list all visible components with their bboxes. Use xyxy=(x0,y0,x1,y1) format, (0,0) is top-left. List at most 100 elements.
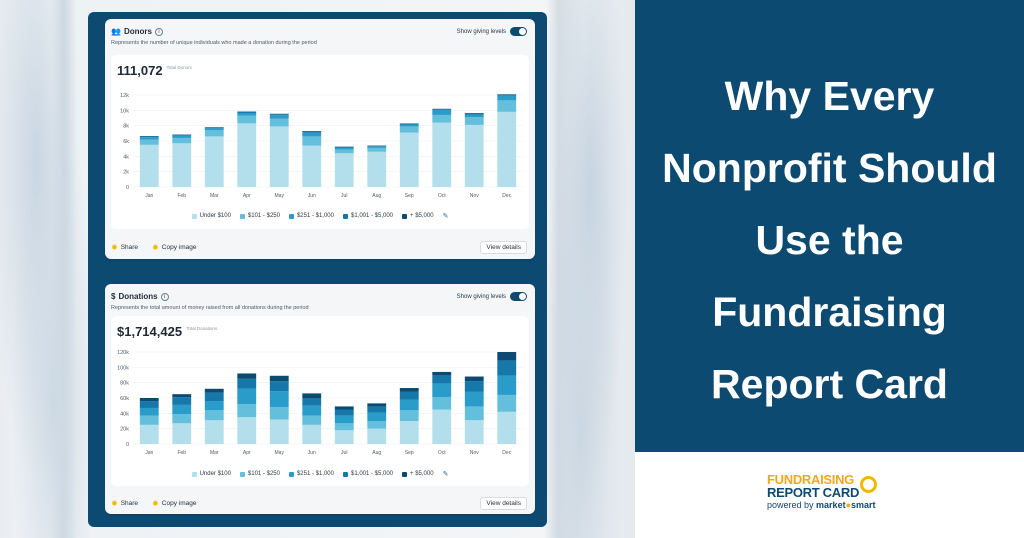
legend-swatch xyxy=(342,471,348,477)
copy-image-button[interactable]: ✹ Copy image xyxy=(152,243,196,252)
info-icon[interactable]: i xyxy=(154,27,163,36)
bar-segment xyxy=(139,415,159,425)
donors-card: 👥 Donors i Represents the number of uniq… xyxy=(105,19,535,259)
donors-giving-toggle[interactable]: Show giving levels xyxy=(457,27,527,36)
x-tick-label: May xyxy=(275,193,285,199)
toggle-switch[interactable] xyxy=(510,27,527,36)
logo-area: FUNDRAISING REPORT CARD powered by marke… xyxy=(635,452,1024,538)
x-tick-label: Jun xyxy=(308,193,316,199)
bar-segment xyxy=(204,420,224,444)
x-tick-label: Nov xyxy=(470,450,479,456)
bar-segment xyxy=(139,137,159,140)
legend-swatch xyxy=(239,213,245,219)
view-details-button[interactable]: View details xyxy=(480,241,527,254)
view-details-button[interactable]: View details xyxy=(480,497,527,510)
bar-segment xyxy=(367,421,387,429)
bar-segment xyxy=(172,394,192,398)
bar-segment xyxy=(172,414,192,424)
x-tick-label: Jan xyxy=(145,450,153,456)
donations-chart-panel: $1,714,425 Total Donations 0 20k 40k 60k 80k… xyxy=(111,316,529,486)
bar-segment xyxy=(334,430,354,444)
bar-segment xyxy=(334,423,354,431)
legend-swatch xyxy=(342,213,348,219)
bar-segment xyxy=(269,114,289,116)
x-tick-label: Mar xyxy=(210,450,219,456)
legend-item[interactable]: $1,001 - $5,000 xyxy=(342,212,393,220)
donations-footer: ✹ Share ✹ Copy image View details xyxy=(111,497,527,510)
bar-segment xyxy=(269,118,289,127)
brand-mark: ● xyxy=(845,500,852,510)
legend-item[interactable]: $251 - $1,000 xyxy=(288,470,334,478)
bar-segment xyxy=(399,126,419,133)
headline-line: Report Card xyxy=(711,361,948,407)
bar-segment xyxy=(497,100,517,112)
bar-segment xyxy=(334,149,354,154)
bar-segment xyxy=(334,153,354,187)
bar-segment xyxy=(464,113,484,115)
edit-icon[interactable]: ✎ xyxy=(442,471,449,478)
bar-segment xyxy=(464,114,484,118)
bar-segment xyxy=(172,397,192,405)
legend-item[interactable]: + $5,000 xyxy=(402,212,434,220)
legend-item[interactable]: $101 - $250 xyxy=(239,470,280,478)
legend-item[interactable]: + $5,000 xyxy=(402,470,434,478)
donations-total-value: $1,714,425 xyxy=(117,324,183,339)
y-tick-label: 80k xyxy=(120,381,129,387)
legend-item[interactable]: Under $100 xyxy=(191,470,231,478)
info-icon[interactable]: i xyxy=(160,292,169,301)
bar-segment xyxy=(399,123,419,125)
legend-swatch xyxy=(191,471,197,477)
y-tick-label: 120k xyxy=(117,350,129,356)
donations-giving-toggle[interactable]: Show giving levels xyxy=(457,292,527,301)
legend-label: Under $100 xyxy=(199,213,231,219)
bar-segment xyxy=(464,406,484,421)
bar-segment xyxy=(269,419,289,444)
legend-label: $101 - $250 xyxy=(247,213,280,219)
bar-segment xyxy=(139,398,159,402)
y-tick-label: 6k xyxy=(123,139,129,145)
bar-segment xyxy=(139,424,159,444)
bar-segment xyxy=(172,423,192,444)
legend-item[interactable]: Under $100 xyxy=(191,212,231,220)
bar-segment xyxy=(204,410,224,421)
legend-item[interactable]: $1,001 - $5,000 xyxy=(342,470,393,478)
bar-segment xyxy=(237,115,257,124)
legend-item[interactable]: $251 - $1,000 xyxy=(288,212,334,220)
bar-segment xyxy=(334,415,354,424)
y-tick-label: 0 xyxy=(126,442,129,448)
bar-segment xyxy=(367,147,387,152)
share-button[interactable]: ✹ Share xyxy=(111,243,138,252)
bar-segment xyxy=(432,397,452,410)
copy-image-button[interactable]: ✹ Copy image xyxy=(152,499,196,508)
title-panel: Why Every Nonprofit Should Use the Fundr… xyxy=(635,0,1024,452)
x-tick-label: Jan xyxy=(145,193,153,199)
x-tick-label: Apr xyxy=(243,450,251,456)
headline-line: Nonprofit Should xyxy=(662,145,997,191)
bar-segment xyxy=(204,392,224,402)
bar-segment xyxy=(334,406,354,410)
toggle-label: Show giving levels xyxy=(456,28,506,35)
x-tick-label: Mar xyxy=(210,193,219,199)
share-button[interactable]: ✹ Share xyxy=(111,499,138,508)
bar-segment xyxy=(432,383,452,398)
copy-label: Copy image xyxy=(161,244,197,251)
share-label: Share xyxy=(120,244,139,251)
toggle-switch[interactable] xyxy=(510,292,527,301)
edit-icon[interactable]: ✎ xyxy=(442,213,449,220)
donations-legend: Under $100 $101 - $250 $251 - $1,000 $1,001… xyxy=(111,470,529,478)
bar-segment xyxy=(302,136,322,146)
bar-segment xyxy=(367,151,387,187)
bar-segment xyxy=(464,376,484,382)
legend-item[interactable]: $101 - $250 xyxy=(239,212,280,220)
bar-segment xyxy=(269,115,289,119)
legend-swatch xyxy=(402,471,408,477)
x-tick-label: Feb xyxy=(177,450,186,456)
fundraising-report-card-logo: FUNDRAISING REPORT CARD powered by marke… xyxy=(767,473,877,510)
x-tick-label: Jun xyxy=(308,450,316,456)
bar-segment xyxy=(302,424,322,444)
legend-label: $101 - $250 xyxy=(247,471,280,477)
donors-chart: 0 2k 4k 6k 8k 10k 12k Jan Feb Mar Apr May Jun Jul Aug S… xyxy=(120,93,523,199)
bar-segment xyxy=(269,391,289,408)
bar-segment xyxy=(269,381,289,392)
copy-icon: ✹ xyxy=(152,243,159,252)
